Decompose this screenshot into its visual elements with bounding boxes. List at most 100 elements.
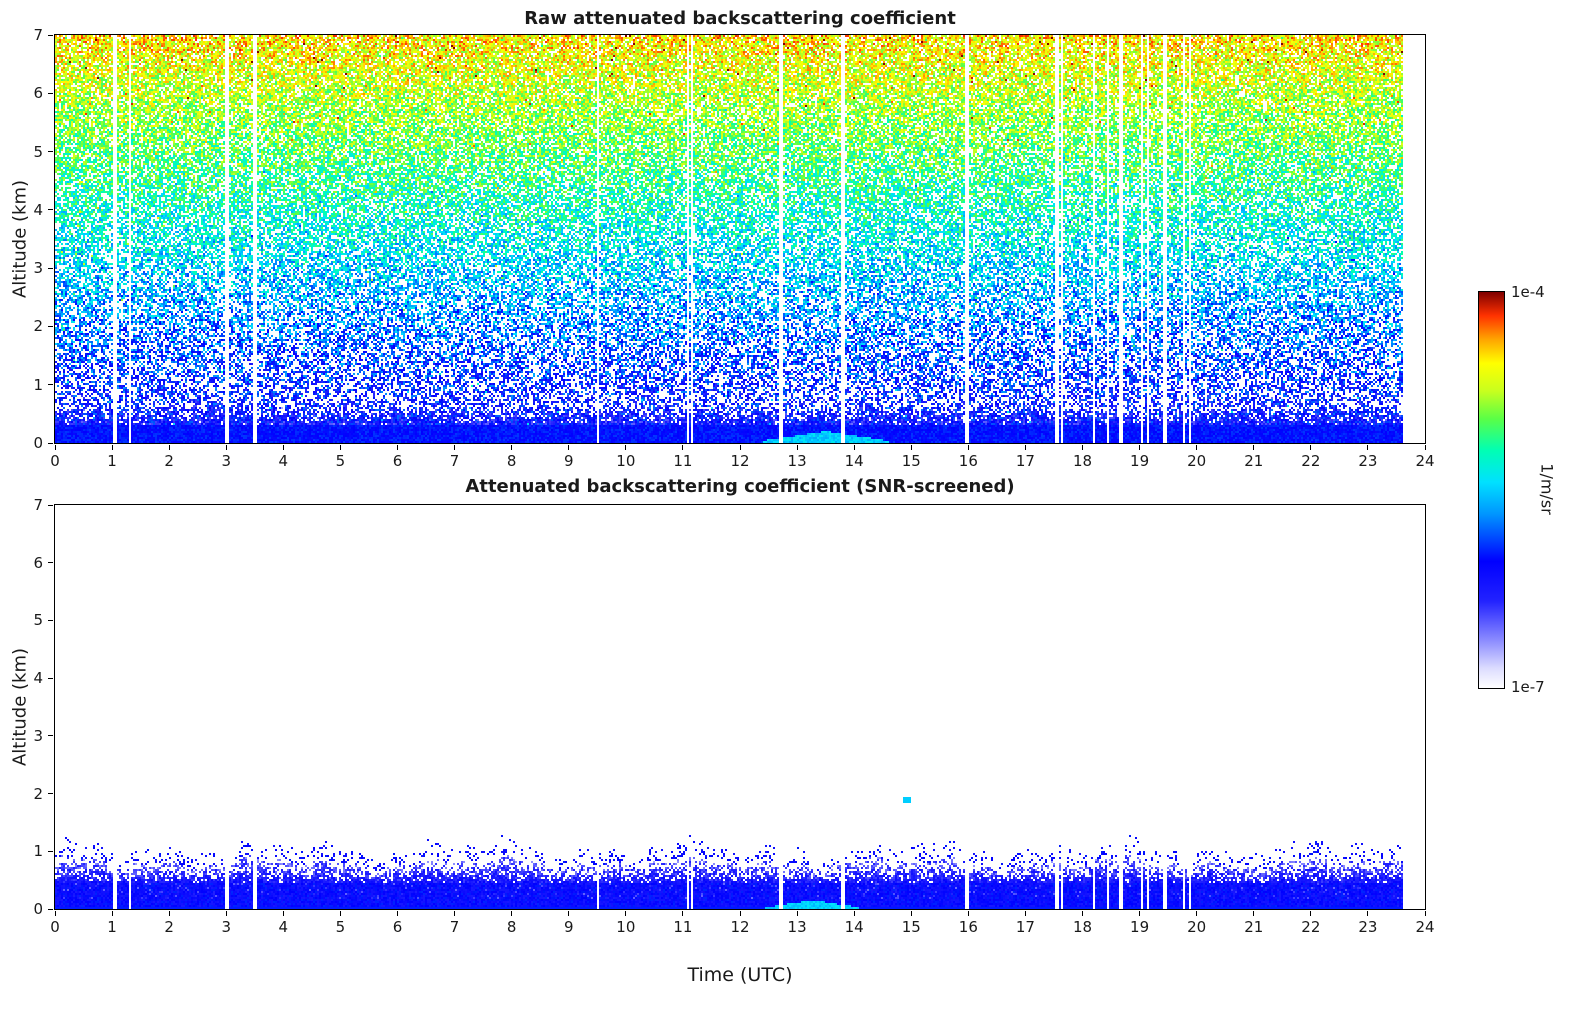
colorbar-max-label: 1e-4: [1511, 283, 1545, 301]
x-tick-label: 9: [563, 918, 574, 936]
x-tick-label: 13: [787, 918, 807, 936]
x-tick-label: 12: [730, 918, 750, 936]
x-tick-mark: [111, 445, 113, 450]
y-tick-label: 0: [33, 434, 43, 452]
x-tick-mark: [682, 445, 684, 450]
x-tick-label: 13: [787, 452, 807, 470]
y-tick-mark: [48, 442, 53, 444]
screened-heatmap-canvas: [55, 505, 1425, 909]
x-tick-mark: [853, 911, 855, 916]
x-tick-label: 20: [1187, 918, 1207, 936]
x-tick-label: 16: [958, 918, 978, 936]
x-tick-mark: [282, 911, 284, 916]
y-tick-label: 6: [33, 553, 43, 572]
x-tick-label: 9: [563, 452, 574, 470]
x-tick-label: 2: [164, 918, 174, 936]
x-tick-mark: [1310, 911, 1312, 916]
x-tick-label: 17: [1015, 918, 1035, 936]
x-tick-mark: [1024, 911, 1026, 916]
raw-heatmap-canvas: [55, 35, 1425, 443]
x-tick-label: 19: [1130, 452, 1150, 470]
x-tick-mark: [397, 445, 398, 450]
x-tick-label: 2: [164, 452, 174, 470]
x-tick-label: 15: [901, 918, 921, 936]
screened-y-axis-label: Altitude (km): [9, 647, 31, 767]
y-tick-mark: [48, 92, 53, 94]
y-tick-label: 2: [33, 317, 43, 336]
y-tick-mark: [48, 267, 53, 269]
x-tick-label: 6: [392, 452, 403, 470]
x-tick-label: 20: [1187, 452, 1207, 470]
y-tick-mark: [48, 209, 53, 211]
x-tick-label: 22: [1301, 452, 1321, 470]
x-tick-mark: [682, 911, 684, 916]
y-tick-mark: [48, 908, 53, 910]
x-tick-mark: [339, 445, 341, 450]
y-tick-mark: [48, 619, 53, 621]
x-tick-mark: [454, 911, 456, 916]
x-tick-mark: [568, 911, 570, 916]
x-tick-mark: [1139, 445, 1141, 450]
x-tick-label: 8: [506, 452, 517, 470]
screened-plot-area: [54, 504, 1426, 910]
x-tick-mark: [853, 445, 855, 450]
x-tick-mark: [1196, 445, 1198, 450]
screened-chart-title: Attenuated backscattering coefficient (S…: [465, 476, 1015, 497]
x-tick-mark: [1082, 445, 1083, 450]
y-tick-label: 1: [33, 842, 43, 861]
x-tick-label: 18: [1072, 452, 1093, 470]
x-tick-label: 11: [673, 918, 693, 936]
y-tick-label: 2: [33, 784, 43, 803]
x-tick-label: 17: [1015, 452, 1035, 470]
x-tick-mark: [1367, 445, 1369, 450]
x-tick-mark: [111, 911, 113, 916]
x-tick-mark: [1253, 911, 1255, 916]
y-tick-label: 5: [33, 611, 43, 630]
y-tick-mark: [48, 151, 53, 153]
colorbar: [1478, 291, 1505, 689]
y-tick-mark: [48, 677, 53, 679]
x-tick-label: 1: [107, 918, 117, 936]
y-tick-label: 6: [33, 84, 43, 103]
x-tick-label: 24: [1415, 918, 1435, 936]
x-tick-label: 12: [730, 452, 750, 470]
x-tick-mark: [967, 445, 969, 450]
x-tick-label: 15: [901, 452, 921, 470]
x-tick-mark: [1196, 911, 1198, 916]
x-tick-mark: [54, 911, 56, 916]
x-tick-mark: [511, 445, 513, 450]
x-tick-label: 1: [107, 452, 117, 470]
x-tick-label: 23: [1358, 452, 1378, 470]
x-tick-mark: [54, 445, 56, 450]
y-tick-label: 5: [33, 142, 43, 161]
x-tick-label: 22: [1301, 918, 1321, 936]
y-tick-mark: [48, 850, 53, 852]
x-tick-mark: [168, 911, 170, 916]
x-tick-label: 6: [392, 918, 403, 936]
x-tick-label: 10: [616, 452, 636, 470]
x-tick-mark: [625, 911, 627, 916]
colorbar-unit-label: 1/m/sr: [1537, 463, 1557, 515]
x-tick-mark: [1310, 445, 1312, 450]
x-tick-mark: [1424, 911, 1426, 916]
x-tick-mark: [796, 445, 798, 450]
x-tick-label: 23: [1358, 918, 1378, 936]
x-tick-mark: [397, 911, 398, 916]
colorbar-gradient: [1479, 292, 1504, 688]
x-tick-mark: [454, 445, 456, 450]
x-tick-label: 4: [278, 918, 289, 936]
x-tick-mark: [1367, 911, 1369, 916]
y-tick-mark: [48, 325, 53, 327]
y-tick-mark: [48, 504, 53, 506]
x-tick-mark: [910, 911, 912, 916]
x-tick-mark: [1139, 911, 1141, 916]
x-tick-label: 5: [335, 918, 346, 936]
x-tick-label: 21: [1244, 452, 1264, 470]
x-tick-mark: [225, 445, 227, 450]
x-tick-label: 3: [221, 452, 232, 470]
x-tick-label: 21: [1244, 918, 1264, 936]
y-tick-mark: [48, 735, 53, 737]
x-tick-label: 14: [844, 918, 864, 936]
x-tick-mark: [568, 445, 570, 450]
y-tick-label: 0: [33, 900, 43, 918]
